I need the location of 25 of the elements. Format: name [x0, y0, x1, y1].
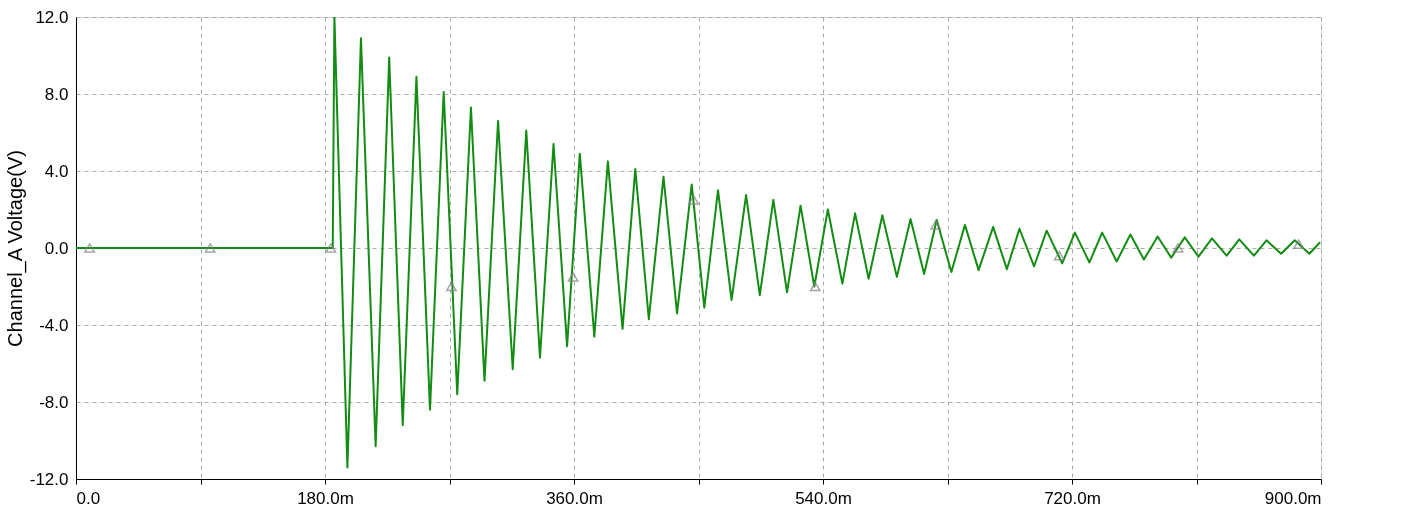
y-tick-label: -4.0	[39, 315, 69, 335]
y-tick-label: 4.0	[44, 161, 69, 181]
point	[1053, 250, 1065, 261]
x-tick-label: 180.0m	[297, 488, 354, 508]
x-tick-label: 540.0m	[795, 488, 852, 508]
point	[809, 281, 821, 292]
point	[930, 220, 942, 230]
point	[1293, 239, 1305, 250]
y-tick-label: 8.0	[44, 84, 69, 104]
point	[204, 243, 216, 253]
y-tick-label: -12.0	[29, 469, 69, 489]
y-tick-label: 0.0	[44, 238, 69, 258]
point	[325, 243, 337, 253]
y-tick-label: -8.0	[39, 392, 69, 412]
point	[1172, 243, 1184, 253]
x-tick-label: 900.0m	[1264, 488, 1322, 508]
x-tick-label: 720.0m	[1044, 488, 1101, 508]
x-tick-label: 360.0m	[546, 488, 603, 508]
x-tick-label: 0.0	[76, 488, 101, 508]
point	[445, 281, 457, 292]
y-tick-label: 12.0	[35, 7, 69, 27]
y-axis-title: Channel_A Voltage(V)	[3, 150, 27, 347]
point	[84, 243, 96, 253]
point	[688, 195, 700, 205]
point	[567, 272, 579, 282]
